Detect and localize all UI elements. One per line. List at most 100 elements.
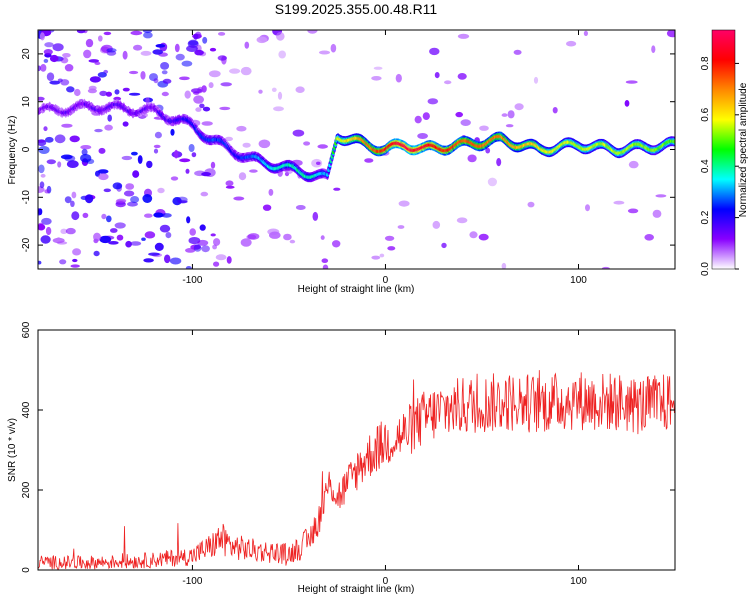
heatmap-noise-blob	[191, 152, 197, 158]
heatmap-noise-blob	[125, 183, 135, 190]
heatmap-noise-blob	[131, 151, 138, 156]
heatmap-noise-blob	[64, 63, 74, 72]
heatmap-noise-blob	[122, 50, 128, 60]
heatmap-noise-blob	[161, 70, 168, 75]
heatmap-noise-blob	[40, 64, 47, 72]
heatmap-noise-blob	[45, 226, 52, 236]
heatmap-noise-blob	[200, 191, 209, 197]
heatmap-noise-blob	[505, 124, 514, 128]
heatmap-noise-blob	[98, 35, 103, 42]
heatmap-noise-blob	[99, 90, 108, 97]
heatmap-noise-blob	[240, 238, 252, 247]
heatmap-noise-blob	[320, 235, 325, 240]
heatmap-noise-blob	[501, 113, 508, 117]
heatmap-noise-blob	[81, 148, 88, 156]
heatmap-noise-blob	[80, 145, 92, 150]
heatmap-noise-blob	[585, 204, 590, 212]
heatmap-noise-blob	[552, 107, 558, 114]
heatmap-noise-blob	[181, 60, 193, 67]
heatmap-noise-blob	[123, 190, 135, 197]
heatmap-noise-blob	[258, 89, 263, 94]
heatmap-noise-blob	[191, 88, 203, 94]
heatmap-noise-blob	[98, 173, 109, 181]
heatmap-noise-blob	[107, 114, 112, 122]
heatmap-noise-blob	[624, 100, 630, 107]
heatmap-noise-blob	[199, 224, 206, 231]
heatmap-noise-blob	[43, 49, 53, 55]
heatmap-noise-blob	[128, 92, 141, 96]
heatmap-noise-blob	[174, 43, 180, 53]
heatmap-noise-blob	[233, 196, 245, 201]
heatmap-noise-blob	[94, 61, 101, 65]
heatmap-noise-blob	[427, 98, 439, 105]
heatmap-noise-blob	[170, 176, 179, 181]
heatmap-noise-blob	[116, 234, 124, 241]
colorbar-tick-label: 0.4	[700, 159, 711, 173]
heatmap-noise-blob	[83, 49, 92, 59]
heatmap-noise-blob	[80, 153, 92, 163]
heatmap-x-axis-label: Height of straight line (km)	[298, 284, 415, 295]
heatmap-noise-blob	[364, 158, 374, 163]
heatmap-noise-blob	[71, 211, 80, 221]
heatmap-noise-blob	[82, 212, 89, 218]
heatmap-noise-blob	[52, 43, 64, 52]
heatmap-noise-blob	[193, 244, 202, 252]
heatmap-noise-blob	[130, 30, 143, 36]
heatmap-noise-blob	[277, 91, 283, 100]
heatmap-noise-blob	[57, 161, 62, 168]
heatmap-noise-blob	[444, 80, 452, 85]
heatmap-noise-blob	[527, 201, 535, 208]
heatmap-noise-blob	[384, 235, 395, 241]
heatmap-noise-blob	[666, 30, 675, 38]
heatmap-noise-blob	[201, 85, 207, 93]
heatmap-noise-blob	[479, 125, 489, 131]
heatmap-noise-blob	[179, 76, 190, 81]
heatmap-noise-blob	[456, 217, 468, 224]
heatmap-noise-blob	[70, 200, 75, 207]
heatmap-noise-blob	[566, 40, 577, 47]
heatmap-noise-blob	[429, 47, 440, 56]
heatmap-noise-blob	[201, 245, 210, 253]
heatmap-noise-blob	[487, 177, 497, 187]
x-tick-label: 0	[383, 275, 389, 286]
heatmap-noise-blob	[655, 194, 667, 198]
heatmap-noise-blob	[651, 45, 656, 53]
x-tick-label: -100	[182, 576, 202, 587]
heatmap-noise-blob	[283, 233, 292, 241]
heatmap-noise-blob	[97, 72, 107, 78]
heatmap-noise-blob	[38, 96, 45, 101]
heatmap-noise-blob	[316, 161, 321, 165]
heatmap-noise-blob	[268, 188, 274, 196]
y-tick-label: 10	[21, 96, 32, 108]
heatmap-noise-blob	[256, 36, 268, 44]
snr-x-axis-label: Height of straight line (km)	[298, 584, 415, 595]
snr-panel: -100 0 100 0 200 400 600 Height of straight li…	[7, 321, 676, 595]
heatmap-noise-blob	[533, 76, 539, 84]
heatmap-noise-blob	[213, 238, 221, 246]
heatmap-noise-blob	[215, 254, 227, 261]
heatmap-noise-blob	[267, 228, 280, 236]
heatmap-noise-blob	[162, 78, 172, 84]
heatmap-noise-blob	[38, 164, 45, 174]
heatmap-noise-blob	[93, 250, 100, 257]
heatmap-noise-blob	[143, 258, 154, 263]
x-tick-label: 100	[570, 275, 587, 286]
heatmap-noise-blob	[273, 106, 284, 112]
heatmap-noise-blob	[38, 139, 46, 143]
heatmap-noise-blob	[513, 49, 522, 55]
heatmap-noise-blob	[65, 227, 76, 235]
heatmap-noise-blob	[652, 209, 662, 218]
heatmap-noise-blob	[225, 180, 234, 187]
heatmap-noise-blob	[208, 70, 221, 78]
heatmap-noise-blob	[152, 49, 163, 55]
heatmap-noise-blob	[371, 76, 382, 81]
heatmap-noise-blob	[432, 220, 441, 229]
y-tick-label: 0	[21, 567, 32, 573]
y-tick-label: 200	[21, 481, 32, 498]
heatmap-noise-blob	[174, 149, 179, 159]
heatmap-noise-blob	[143, 32, 153, 39]
heatmap-noise-blob	[44, 189, 50, 194]
heatmap-noise-blob	[108, 241, 119, 245]
heatmap-noise-blob	[189, 228, 196, 236]
heatmap-noise-blob	[170, 128, 175, 136]
